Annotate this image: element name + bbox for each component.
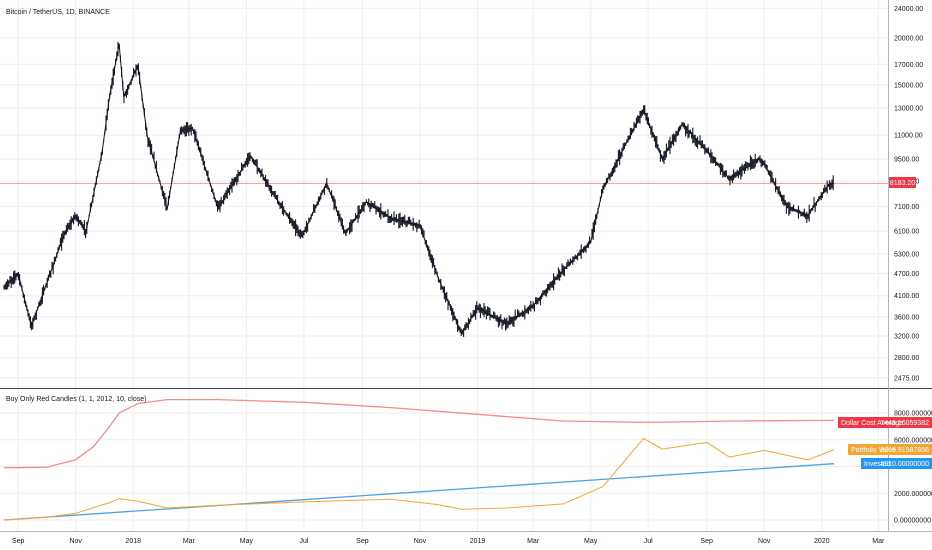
- price-tick-label: 7100.00: [894, 204, 919, 211]
- price-tick-label: 15000.00: [894, 82, 923, 89]
- last-price-badge: 8183.20: [889, 177, 916, 188]
- price-tick-label: 4700.00: [894, 271, 919, 278]
- price-tick-label: 24000.00: [894, 6, 923, 13]
- price-axis[interactable]: 24000.00 20000.00 17000.00 15000.00 13000.00…: [894, 6, 923, 382]
- price-tick-label: 2800.00: [894, 355, 919, 362]
- invested-label: Invested 4210.00000000: [861, 458, 932, 469]
- time-tick-label: 2020: [814, 538, 830, 545]
- time-tick-label: Jul: [644, 538, 653, 545]
- portfolio-label-name: Portfolio Value: [851, 447, 896, 454]
- invested-series-line: [3, 463, 835, 521]
- portfolio-series-line: [3, 437, 835, 521]
- price-tick-label: 2475.00: [894, 375, 919, 382]
- price-tick-label: 3600.00: [894, 314, 919, 321]
- indicator-tick-label: 6000.00000000: [894, 437, 932, 444]
- time-axis[interactable]: Sep Nov 2018 Mar May Jul Sep Nov 2019 Mar May Jul Se…: [12, 538, 885, 545]
- time-tick-label: 2019: [470, 538, 486, 545]
- price-candles: [3, 41, 835, 337]
- dca-label-name: Dollar Cost Average: [841, 420, 903, 427]
- invested-label-name: Invested: [864, 461, 891, 468]
- time-tick-label: Nov: [69, 538, 82, 545]
- portfolio-label-value: 5266.91587856: [880, 447, 929, 454]
- time-tick-label: 2018: [125, 538, 141, 545]
- time-tick-label: May: [240, 538, 254, 545]
- time-tick-label: Sep: [700, 538, 713, 545]
- price-tick-label: 17000.00: [894, 62, 923, 69]
- price-tick-label: 4100.00: [894, 293, 919, 300]
- price-line: [3, 43, 835, 335]
- indicator-title: Buy Only Red Candles (1, 1, 2012, 10, cl…: [6, 396, 146, 403]
- time-tick-label: Mar: [527, 538, 540, 545]
- price-tick-label: 13000.00: [894, 106, 923, 113]
- invested-label-value: 4210.00000000: [880, 461, 929, 468]
- dca-label-value: 7448.16059382: [880, 420, 929, 427]
- price-tick-label: 5300.00: [894, 251, 919, 258]
- price-tick-label: 6100.00: [894, 229, 919, 236]
- time-tick-label: Nov: [758, 538, 771, 545]
- dca-label: Dollar Cost Average 7448.16059382: [838, 417, 932, 428]
- portfolio-label: Portfolio Value 5266.91587856: [848, 444, 932, 455]
- symbol-title: Bitcoin / TetherUS, 1D, BINANCE: [6, 9, 110, 16]
- indicator-tick-label: 0.00000000: [894, 518, 931, 525]
- price-pane[interactable]: [0, 41, 888, 337]
- time-tick-label: Nov: [414, 538, 427, 545]
- price-tick-label: 9500.00: [894, 157, 919, 164]
- price-tick-label: 3200.00: [894, 334, 919, 341]
- time-tick-label: Sep: [356, 538, 369, 545]
- indicator-pane[interactable]: [3, 398, 835, 521]
- time-tick-label: Sep: [12, 538, 25, 545]
- last-price-value: 8183.20: [890, 180, 915, 187]
- indicator-tick-label: 8000.00000000: [894, 411, 932, 418]
- time-tick-label: Mar: [183, 538, 196, 545]
- time-tick-label: Mar: [872, 538, 885, 545]
- time-tick-label: May: [584, 538, 598, 545]
- time-tick-label: Jul: [299, 538, 308, 545]
- price-tick-label: 20000.00: [894, 36, 923, 43]
- indicator-tick-label: 2000.00000000: [894, 491, 932, 498]
- price-tick-label: 11000.00: [894, 133, 923, 140]
- dca-series-line: [3, 398, 835, 469]
